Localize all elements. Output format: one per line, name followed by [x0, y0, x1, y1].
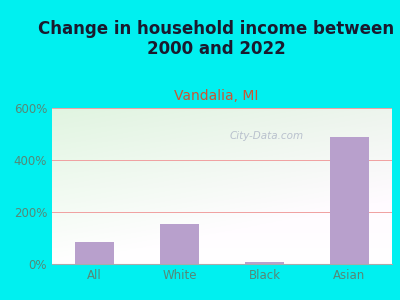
Bar: [245, 262, 284, 264]
Text: Change in household income between
2000 and 2022: Change in household income between 2000 …: [38, 20, 394, 58]
Text: City-Data.com: City-Data.com: [229, 131, 303, 141]
Text: Vandalia, MI: Vandalia, MI: [174, 89, 258, 103]
Bar: [330, 136, 369, 264]
Bar: [75, 242, 114, 264]
Bar: [160, 224, 199, 264]
